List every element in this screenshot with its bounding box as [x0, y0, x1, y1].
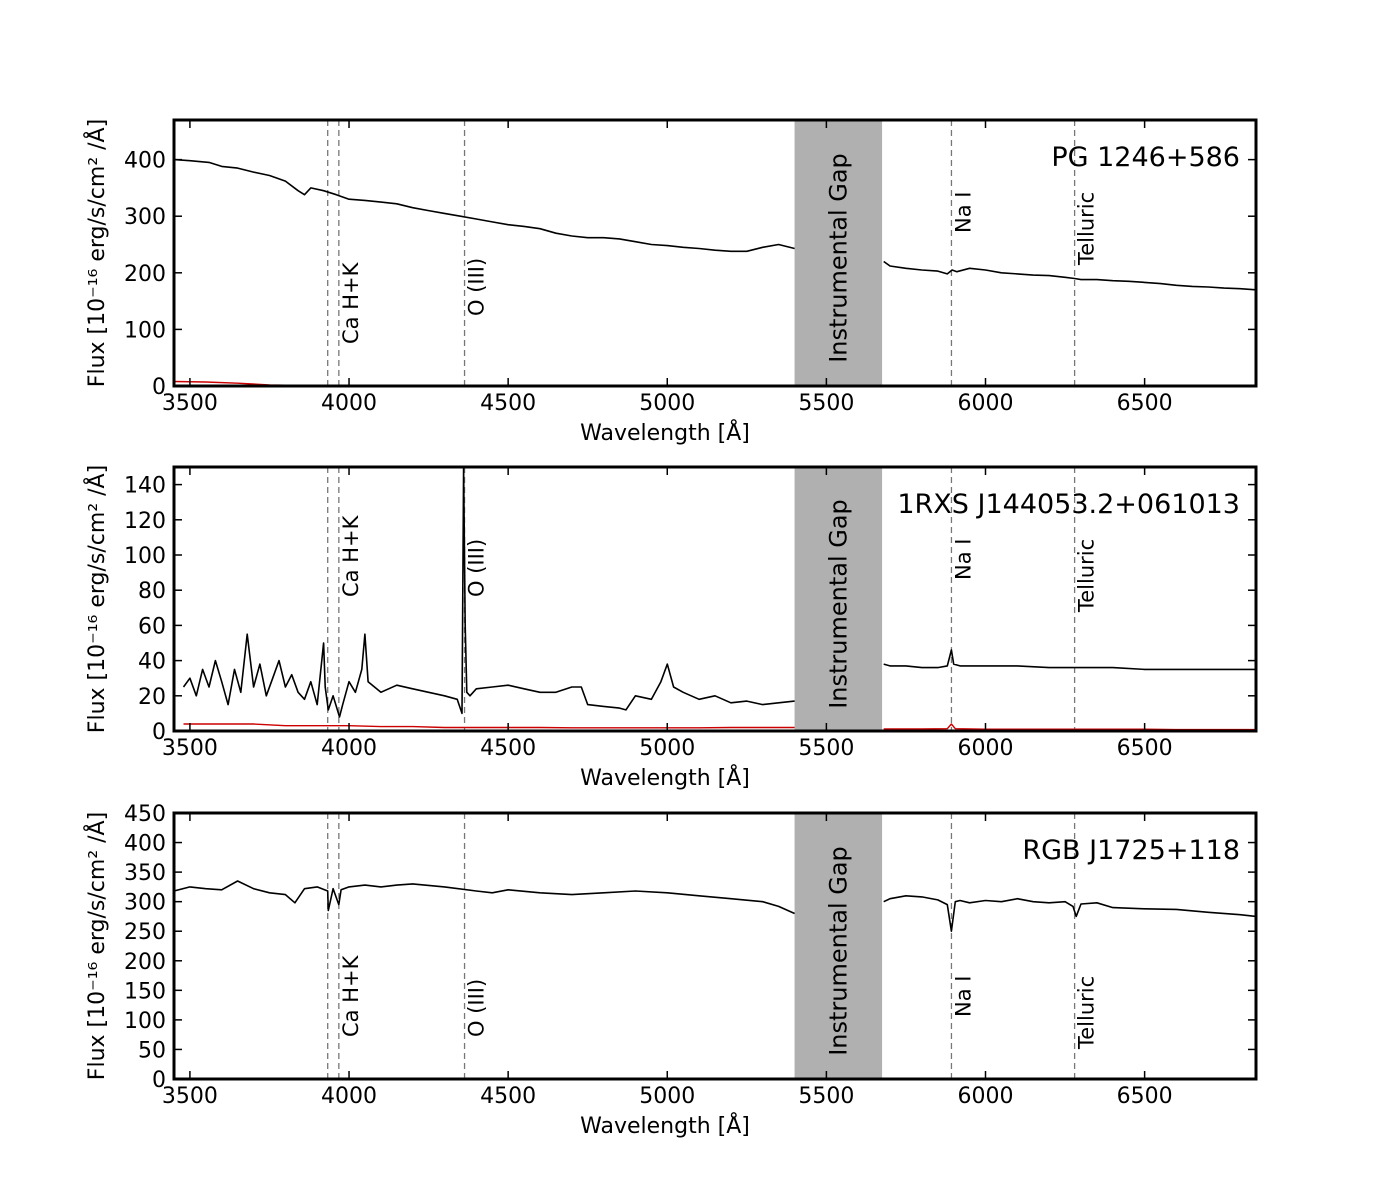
y-tick-label: 150 [124, 979, 166, 1004]
reference-line-label: Na I [951, 539, 975, 580]
reference-line-label: Na I [951, 192, 975, 233]
y-axis-label: Flux [10⁻¹⁶ erg/s/cm² /Å] [83, 119, 110, 387]
x-tick-label: 4000 [321, 391, 377, 416]
y-tick-label: 0 [152, 720, 166, 745]
x-tick-label: 4000 [321, 736, 377, 761]
y-tick-label: 450 [124, 802, 166, 827]
y-tick-label: 60 [138, 614, 166, 639]
x-tick-label: 3500 [162, 391, 218, 416]
panel-1: Instrumental Gap Ca H+K O (III) Na I Telluri… [83, 118, 1258, 446]
error-series [183, 723, 1256, 731]
x-tick-label: 6500 [1117, 736, 1173, 761]
instrumental-gap-band [794, 467, 883, 731]
x-tick-label: 5500 [798, 391, 854, 416]
reference-line-label: Ca H+K [339, 954, 363, 1037]
instrumental-gap-band [794, 120, 883, 386]
y-tick-label: 100 [124, 318, 166, 343]
x-tick-label: 5500 [798, 1084, 854, 1109]
x-tick-label: 4500 [480, 1084, 536, 1109]
x-axis-label: Wavelength [Å] [580, 1112, 750, 1139]
y-tick-label: 250 [124, 920, 166, 945]
panel-title: RGB J1725+118 [1022, 835, 1240, 866]
y-tick-label: 200 [124, 950, 166, 975]
x-tick-label: 5000 [639, 736, 695, 761]
reference-line-label: Telluric [1075, 192, 1099, 266]
x-tick-label: 4500 [480, 736, 536, 761]
x-tick-label: 3500 [162, 736, 218, 761]
x-tick-label: 4500 [480, 391, 536, 416]
reference-line-label: O (III) [465, 979, 489, 1037]
reference-line-label: Ca H+K [339, 514, 363, 597]
axes-frame [172, 811, 1258, 1081]
instrumental-gap-label: Instrumental Gap [824, 153, 852, 363]
panel-title: PG 1246+586 [1051, 142, 1240, 173]
x-tick-label: 4000 [321, 1084, 377, 1109]
y-tick-label: 200 [124, 262, 166, 287]
flux-series [182, 466, 1256, 718]
y-tick-label: 20 [138, 685, 166, 710]
panel-title: 1RXS J144053.2+061013 [897, 489, 1240, 520]
y-tick-label: 140 [124, 474, 166, 499]
x-tick-label: 6000 [958, 391, 1014, 416]
reference-line-label: Na I [951, 976, 975, 1017]
y-axis-label: Flux [10⁻¹⁶ erg/s/cm² /Å] [83, 812, 110, 1080]
y-tick-label: 300 [124, 205, 166, 230]
reference-line-label: Telluric [1075, 976, 1099, 1050]
reference-line-label: O (III) [465, 258, 489, 316]
reference-line-label: O (III) [465, 539, 489, 597]
y-tick-label: 50 [138, 1038, 166, 1063]
x-tick-label: 5000 [639, 1084, 695, 1109]
x-axis-label: Wavelength [Å] [580, 764, 750, 791]
instrumental-gap-label: Instrumental Gap [824, 846, 852, 1056]
y-tick-label: 100 [124, 1009, 166, 1034]
instrumental-gap-label: Instrumental Gap [824, 499, 852, 709]
x-tick-label: 6500 [1117, 1084, 1173, 1109]
flux-series [173, 158, 1257, 291]
reference-line-label: Ca H+K [339, 261, 363, 344]
x-tick-label: 6500 [1117, 391, 1173, 416]
y-axis-label: Flux [10⁻¹⁶ erg/s/cm² /Å] [83, 465, 110, 733]
reference-line-label: Telluric [1075, 539, 1099, 613]
x-tick-label: 6000 [958, 736, 1014, 761]
instrumental-gap-band [794, 813, 883, 1079]
x-tick-label: 3500 [162, 1084, 218, 1109]
y-tick-label: 0 [152, 1068, 166, 1093]
panel-2: Instrumental Gap Ca H+K O (III) Na I Telluri… [83, 465, 1258, 791]
x-tick-label: 5500 [798, 736, 854, 761]
y-tick-label: 80 [138, 579, 166, 604]
y-tick-label: 120 [124, 509, 166, 534]
y-tick-label: 400 [124, 832, 166, 857]
y-tick-label: 40 [138, 650, 166, 675]
y-tick-label: 400 [124, 149, 166, 174]
x-tick-label: 5000 [639, 391, 695, 416]
flux-series [173, 880, 1257, 932]
panel-3: Instrumental Gap Ca H+K O (III) Na I Telluri… [83, 802, 1258, 1139]
y-tick-label: 0 [152, 375, 166, 400]
y-tick-label: 100 [124, 544, 166, 569]
axes-frame [172, 118, 1258, 388]
y-tick-label: 300 [124, 891, 166, 916]
x-axis-label: Wavelength [Å] [580, 419, 750, 446]
x-tick-label: 6000 [958, 1084, 1014, 1109]
axes-frame [172, 465, 1258, 733]
y-tick-label: 350 [124, 861, 166, 886]
